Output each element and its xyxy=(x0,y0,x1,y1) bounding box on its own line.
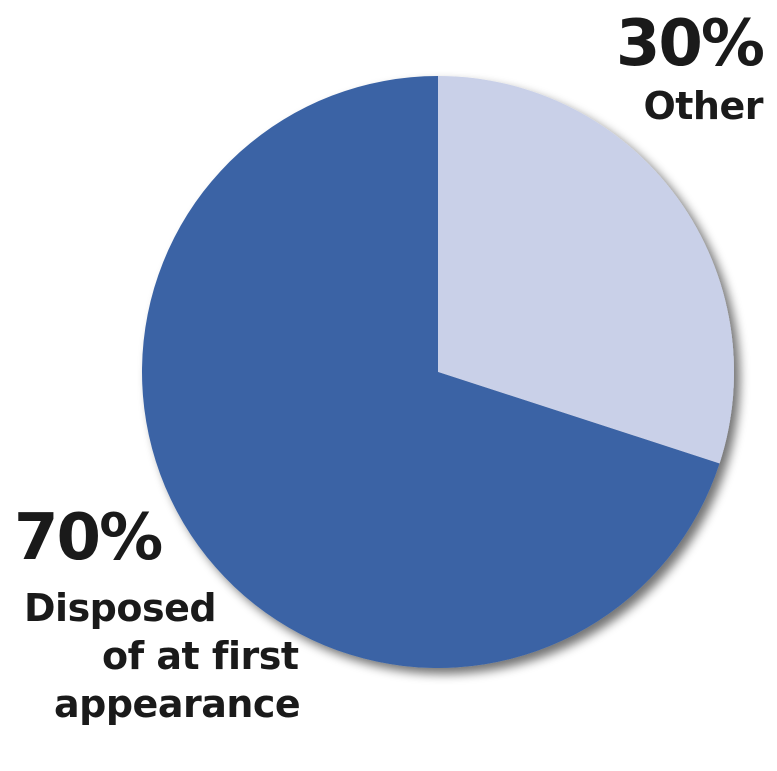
slice-name-disposed-line: Disposed xyxy=(24,586,217,630)
pie-slice-disposed xyxy=(142,76,720,668)
slice-label-disposed: 70% Disposed of at first appearance xyxy=(14,506,334,728)
slice-label-other: 30% Other xyxy=(615,7,765,130)
slice-name-other: Other xyxy=(643,84,763,128)
slice-name-disposed-line: of at first xyxy=(102,634,299,678)
slice-percent-disposed: 70% xyxy=(14,501,163,575)
pie-slice-other xyxy=(438,76,734,464)
slice-name-disposed: Disposed of at first appearance xyxy=(14,584,334,728)
slice-name-disposed-line: appearance xyxy=(54,682,301,726)
slice-percent-other: 30% xyxy=(615,7,765,81)
